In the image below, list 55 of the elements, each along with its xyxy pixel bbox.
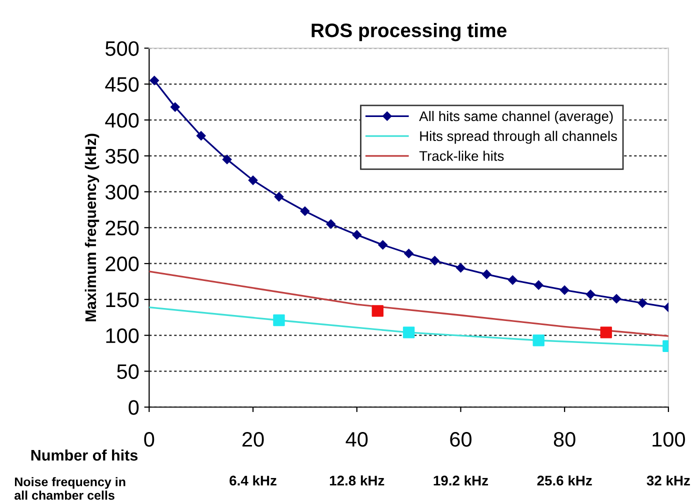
legend-label: All hits same channel (average): [419, 110, 613, 124]
legend-label: Hits spread through all channels: [420, 130, 617, 144]
point: [404, 248, 414, 258]
point: [482, 270, 492, 279]
y-tick-label: 400: [105, 112, 139, 128]
y-tick-label: 500: [106, 41, 139, 56]
y-tick-label: 200: [106, 256, 139, 272]
x-tick-label: 100: [652, 432, 685, 447]
x2-tick-label: 19.2 kHz: [434, 475, 488, 486]
point: [352, 230, 362, 240]
x-axis-title: Number of hits: [31, 449, 138, 461]
x2-tick-label: 6.4 kHz: [230, 475, 276, 486]
point: [402, 326, 415, 338]
point: [638, 298, 648, 308]
y-tick-label: 350: [105, 148, 139, 164]
chart-title: ROS processing time: [312, 22, 506, 42]
point: [248, 176, 258, 185]
point: [532, 334, 544, 346]
x2-axis-title: Noise frequency in all chamber cells: [14, 477, 126, 500]
x-tick-label: 60: [450, 432, 472, 447]
line-series: [149, 270, 668, 337]
point: [586, 290, 596, 300]
point: [326, 219, 336, 229]
point: [456, 263, 466, 272]
legend-label: Track-like hits: [419, 150, 504, 161]
x-tick-label: 80: [554, 432, 576, 447]
x-tick-label: 40: [346, 432, 368, 447]
y-axis-title: Maximum frequency (kHz): [84, 134, 100, 322]
point: [274, 192, 284, 202]
y-tick-label: 300: [105, 184, 139, 200]
point: [372, 305, 384, 317]
y-tick-label: 150: [106, 292, 139, 308]
point: [196, 131, 206, 140]
y-tick-label: 0: [128, 400, 139, 415]
point: [170, 102, 180, 112]
point: [534, 280, 544, 290]
point: [300, 206, 310, 216]
point: [222, 154, 232, 164]
point: [378, 240, 388, 250]
x-tick-label: 0: [144, 432, 154, 447]
point: [508, 275, 518, 285]
point: [430, 256, 440, 266]
x-tick-label: 20: [242, 432, 264, 447]
point: [600, 326, 612, 338]
point: [273, 314, 285, 326]
y-tick-label: 450: [105, 77, 139, 92]
point: [612, 294, 622, 304]
x2-tick-label: 32 kHz: [646, 475, 690, 486]
y-tick-label: 50: [117, 364, 139, 379]
y-tick-label: 250: [106, 220, 139, 236]
x2-tick-label: 25.6 kHz: [537, 475, 592, 486]
y-tick-label: 100: [106, 328, 139, 344]
point: [150, 76, 159, 86]
x2-tick-label: 12.8 kHz: [330, 475, 384, 486]
point: [560, 285, 570, 295]
